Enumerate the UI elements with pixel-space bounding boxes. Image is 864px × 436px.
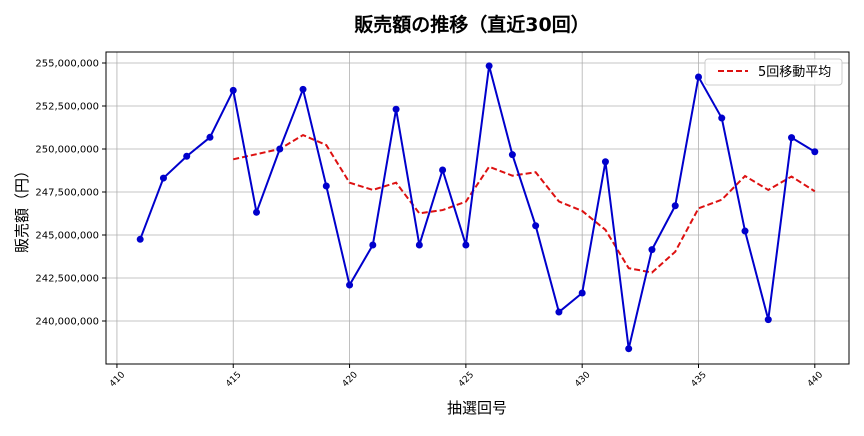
sales-data-point: [183, 152, 191, 160]
y-axis-label: 販売額（円）: [13, 163, 31, 253]
sales-data-point: [136, 235, 144, 243]
moving-average-line: [233, 133, 816, 274]
sales-data-point: [276, 145, 284, 153]
y-tick-label: 250,000,000: [35, 145, 99, 156]
y-tick-label: 247,500,000: [35, 188, 99, 199]
x-tick-label: 425: [457, 370, 476, 389]
sales-data-point: [601, 158, 609, 166]
moving-average-path: [233, 133, 816, 274]
sales-path: [139, 65, 816, 349]
sales-data-point: [253, 208, 261, 216]
sales-data-point: [788, 134, 796, 142]
sales-data-point: [229, 86, 237, 94]
legend-box: [704, 58, 843, 86]
sales-data-point: [764, 316, 772, 324]
legend: 5回移動平均: [704, 58, 843, 86]
y-tick-label: 245,000,000: [35, 231, 99, 242]
sales-data-point: [392, 105, 400, 113]
x-tick-label: 410: [108, 370, 127, 389]
sales-data-point: [485, 62, 493, 70]
chart-title: 販売額の推移（直近30回）: [354, 13, 589, 36]
sales-data-point: [322, 182, 330, 190]
y-tick-label: 240,000,000: [35, 317, 99, 328]
y-tick-label: 255,000,000: [35, 59, 99, 70]
sales-data-point: [578, 289, 586, 297]
sales-data-point: [159, 174, 167, 182]
sales-data-point: [718, 114, 726, 122]
x-tick-label: 415: [224, 370, 243, 389]
x-tick-label: 440: [806, 370, 825, 389]
y-tick-label: 252,500,000: [35, 102, 99, 113]
sales-data-point: [694, 73, 702, 81]
sales-data-point: [439, 166, 447, 174]
sales-data-point: [625, 345, 633, 353]
x-tick-label: 435: [690, 370, 709, 389]
plot-frame: [105, 51, 850, 365]
sales-data-point: [415, 241, 423, 249]
y-axis: 240,000,000 242,500,000 245,000,000 247,500…: [35, 59, 106, 328]
sales-data-point: [532, 222, 540, 230]
sales-data-point: [741, 227, 749, 235]
sales-data-point: [811, 148, 819, 156]
sales-data-point: [555, 308, 563, 316]
x-axis-label: 抽選回号: [447, 399, 507, 417]
x-tick-label: 430: [573, 370, 592, 389]
sales-data-point: [206, 133, 214, 141]
sales-data-point: [299, 85, 307, 93]
sales-data-point: [648, 246, 656, 254]
legend-label: 5回移動平均: [758, 65, 831, 80]
sales-data-point: [508, 151, 516, 159]
sales-data-point: [369, 241, 377, 249]
grid-lines: [106, 52, 849, 364]
sales-data-point: [462, 241, 470, 249]
sales-data-point: [671, 202, 679, 210]
sales-line: [136, 62, 819, 353]
x-axis: 410 415 420 425 430 435 440: [108, 364, 825, 389]
y-tick-label: 242,500,000: [35, 274, 99, 285]
sales-data-point: [346, 281, 354, 289]
x-tick-label: 420: [341, 370, 360, 389]
